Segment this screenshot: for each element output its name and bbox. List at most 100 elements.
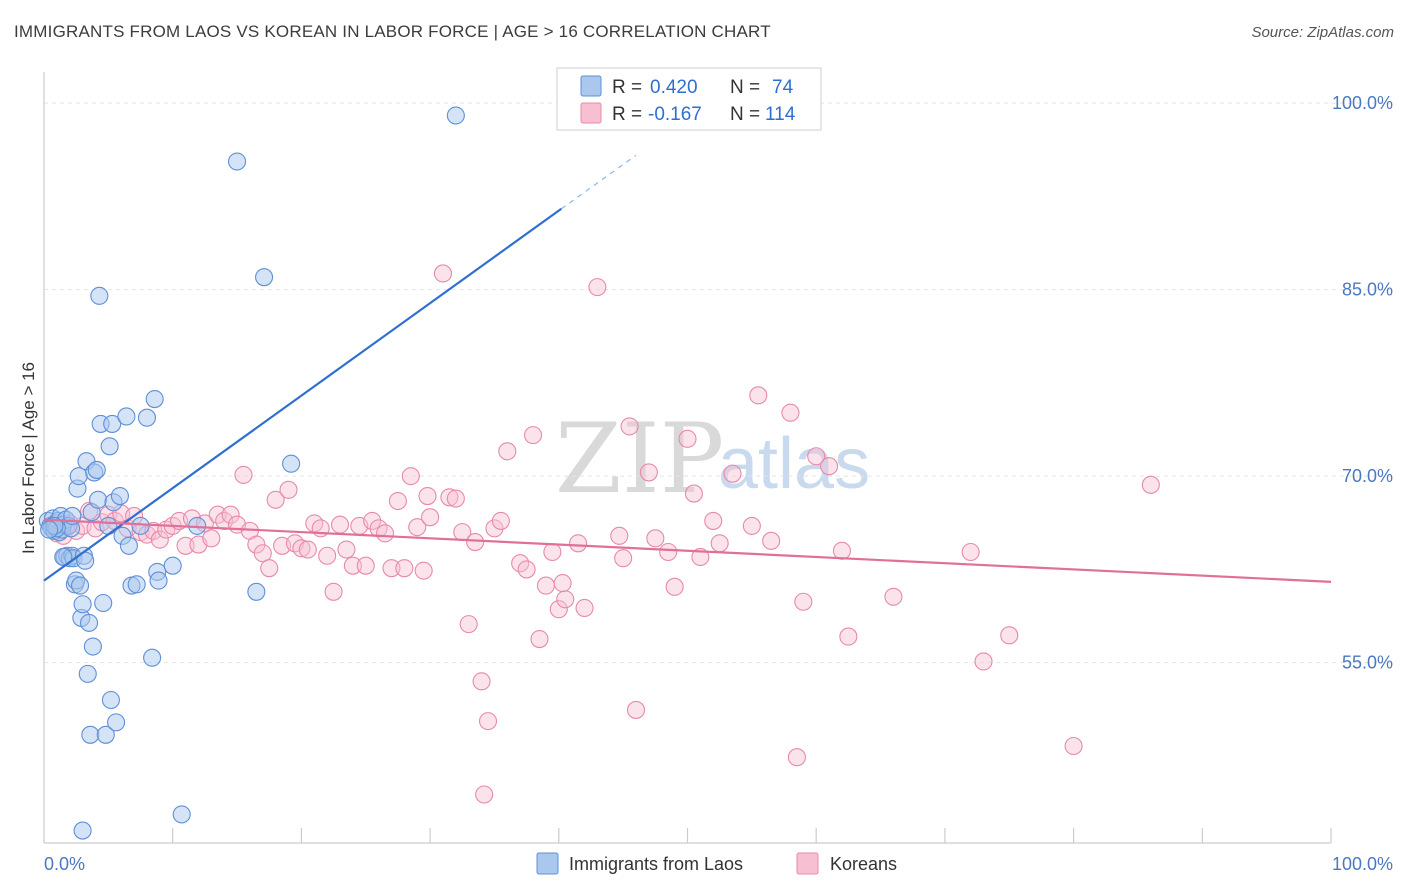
korean-point	[253, 544, 272, 563]
x-tick-label-max: 100.0%	[1332, 854, 1393, 874]
trend-lines	[43, 154, 1332, 583]
korean-point	[614, 549, 633, 568]
korean-point	[639, 463, 658, 482]
korean-point	[433, 264, 453, 283]
korean-point	[446, 489, 465, 508]
korean-point	[318, 546, 337, 565]
laos-point	[70, 576, 90, 595]
korean-point	[839, 627, 858, 646]
korean-point	[260, 559, 279, 578]
y-tick-label: 85.0%	[1342, 280, 1393, 300]
korean-point	[553, 574, 572, 593]
korean-point	[478, 712, 498, 731]
korean-point	[556, 590, 575, 609]
laos-point	[81, 725, 100, 744]
korean-point	[382, 559, 401, 578]
korean-point	[536, 576, 555, 595]
korean-point	[363, 511, 382, 530]
korean-point	[491, 511, 510, 530]
laos-point	[255, 268, 274, 287]
korean-point	[330, 515, 350, 534]
laos-points	[38, 106, 465, 840]
korean-point	[475, 785, 494, 804]
laos-point	[87, 460, 106, 479]
korean-point	[266, 490, 285, 509]
laos-point	[172, 805, 191, 824]
korean-point	[543, 542, 562, 562]
korean-point	[820, 457, 839, 476]
y-tick-label: 100.0%	[1332, 93, 1393, 113]
laos-point	[145, 390, 164, 409]
laos-point	[73, 595, 92, 614]
korean-point	[781, 403, 800, 422]
laos-point	[83, 637, 102, 656]
correlation-legend: R = 0.420 N = 74 R = -0.167 N = 114	[556, 67, 822, 131]
korean-point	[691, 547, 710, 567]
chart-title: IMMIGRANTS FROM LAOS VS KOREAN IN LABOR …	[14, 22, 771, 41]
laos-point	[117, 407, 136, 426]
laos-point	[282, 454, 301, 473]
laos-point	[127, 575, 146, 594]
korean-point	[961, 542, 980, 562]
korean-point	[401, 467, 420, 486]
legend-n-label-laos: N =	[730, 77, 760, 98]
laos-point	[96, 725, 115, 744]
korean-point	[807, 447, 826, 466]
korean-point	[202, 529, 221, 548]
laos-point	[149, 571, 168, 590]
korean-point	[440, 488, 459, 507]
bottom-legend-label-laos: Immigrants from Laos	[569, 854, 743, 874]
laos-trend-extension	[561, 154, 637, 210]
korean-point	[343, 556, 362, 575]
korean-point	[794, 592, 813, 611]
korean-point	[678, 429, 697, 448]
korean-point	[549, 600, 568, 619]
laos-point	[99, 516, 118, 535]
korean-point	[418, 486, 437, 506]
korean-point	[395, 559, 414, 578]
laos-point	[137, 408, 157, 427]
korean-point	[620, 417, 639, 436]
laos-point	[73, 821, 92, 840]
y-tick-label: 55.0%	[1342, 653, 1393, 673]
korean-point	[569, 534, 588, 553]
legend-n-value-koreans: 114	[765, 104, 796, 125]
korean-point	[626, 700, 646, 719]
korean-point	[684, 484, 703, 503]
korean-point	[298, 540, 317, 559]
korean-point	[421, 508, 440, 527]
laos-point	[79, 613, 99, 632]
korean-point	[466, 533, 485, 552]
korean-point	[742, 516, 761, 535]
laos-point	[94, 593, 113, 613]
korean-point	[588, 278, 607, 297]
legend-n-value-laos: 74	[772, 77, 794, 98]
korean-point	[884, 587, 903, 606]
korean-point	[176, 536, 195, 555]
korean-point	[1064, 736, 1083, 756]
gridlines	[44, 102, 1393, 664]
watermark-zip: ZIP	[555, 403, 724, 515]
korean-point	[1000, 626, 1019, 645]
laos-point	[101, 690, 120, 710]
x-ticks	[172, 828, 1332, 843]
korean-point	[485, 519, 504, 538]
x-tick-label-min: 0.0%	[44, 854, 85, 874]
korean-point	[337, 540, 356, 559]
legend-r-label-koreans: R =	[612, 104, 642, 125]
laos-point	[69, 467, 88, 486]
legend-n-label-koreans: N =	[730, 104, 760, 125]
korean-point	[974, 652, 993, 671]
laos-point	[90, 286, 109, 305]
korean-point	[292, 539, 311, 558]
korean-point	[234, 465, 253, 484]
laos-point	[89, 490, 108, 509]
korean-point	[723, 464, 742, 483]
laos-point	[131, 516, 150, 535]
laos-point	[78, 664, 97, 683]
korean-point	[524, 426, 543, 445]
korean-point	[414, 561, 433, 580]
watermark-atlas: atlas	[718, 424, 870, 504]
korean-point	[832, 541, 851, 560]
